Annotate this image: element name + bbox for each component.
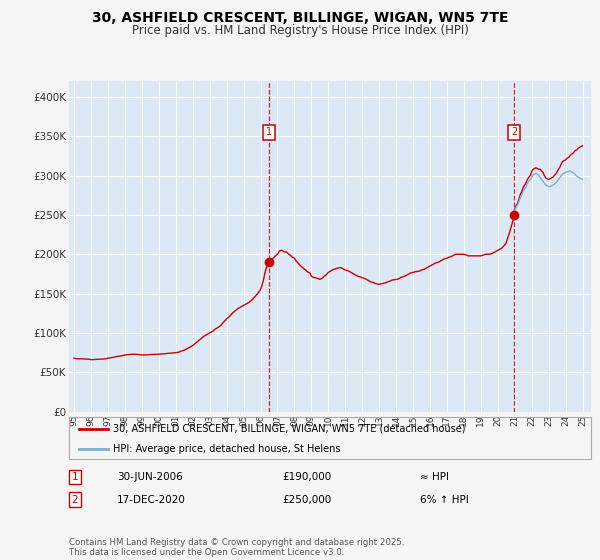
Text: 2: 2 bbox=[511, 128, 517, 137]
Text: 2: 2 bbox=[71, 494, 79, 505]
Text: £190,000: £190,000 bbox=[282, 472, 331, 482]
Text: ≈ HPI: ≈ HPI bbox=[420, 472, 449, 482]
Text: Contains HM Land Registry data © Crown copyright and database right 2025.
This d: Contains HM Land Registry data © Crown c… bbox=[69, 538, 404, 557]
Text: 30, ASHFIELD CRESCENT, BILLINGE, WIGAN, WN5 7TE (detached house): 30, ASHFIELD CRESCENT, BILLINGE, WIGAN, … bbox=[113, 424, 466, 434]
Text: 1: 1 bbox=[266, 128, 272, 137]
Text: Price paid vs. HM Land Registry's House Price Index (HPI): Price paid vs. HM Land Registry's House … bbox=[131, 24, 469, 36]
Text: £250,000: £250,000 bbox=[282, 494, 331, 505]
Text: 30, ASHFIELD CRESCENT, BILLINGE, WIGAN, WN5 7TE: 30, ASHFIELD CRESCENT, BILLINGE, WIGAN, … bbox=[92, 11, 508, 25]
Text: HPI: Average price, detached house, St Helens: HPI: Average price, detached house, St H… bbox=[113, 444, 341, 454]
Text: 30-JUN-2006: 30-JUN-2006 bbox=[117, 472, 183, 482]
Text: 17-DEC-2020: 17-DEC-2020 bbox=[117, 494, 186, 505]
Text: 6% ↑ HPI: 6% ↑ HPI bbox=[420, 494, 469, 505]
Text: 1: 1 bbox=[71, 472, 79, 482]
